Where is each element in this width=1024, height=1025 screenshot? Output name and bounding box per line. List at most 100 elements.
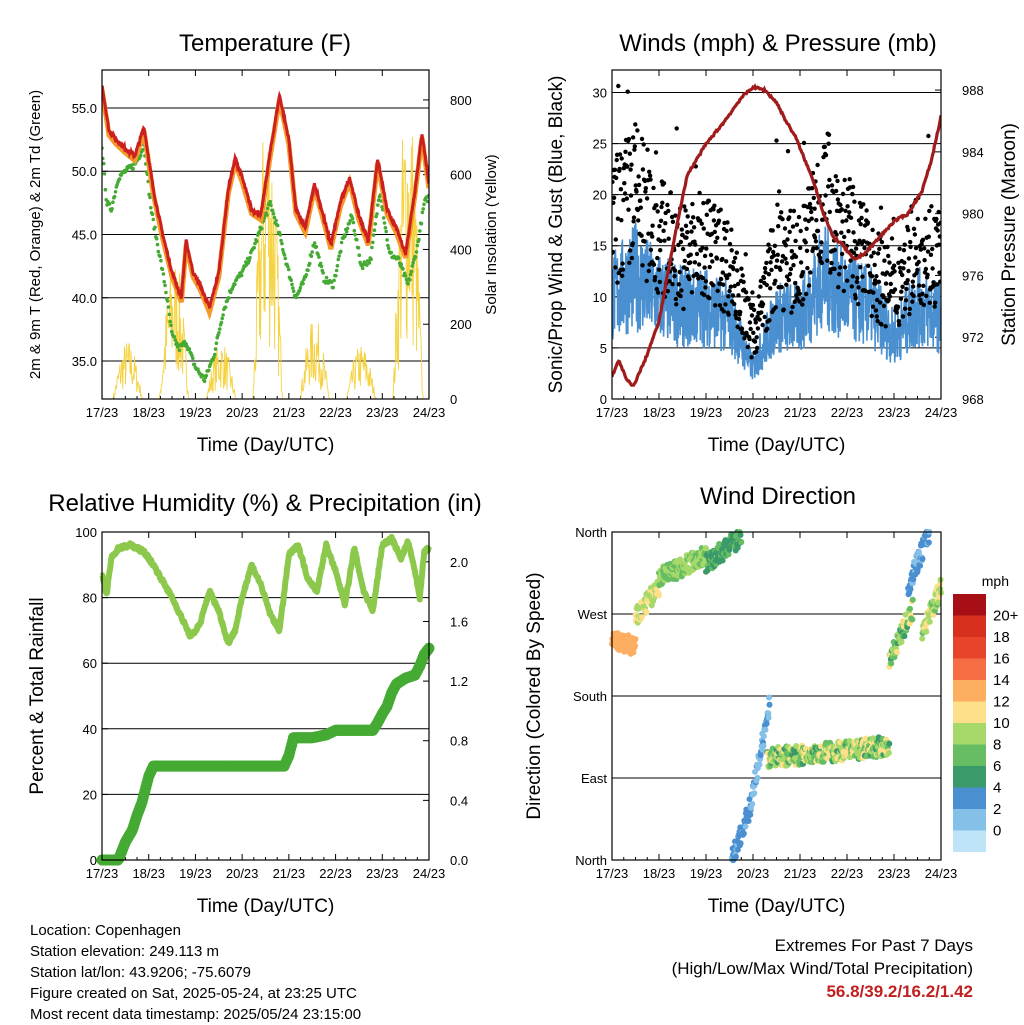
dewpoint-point [413, 255, 418, 259]
gust-point [760, 322, 765, 328]
legend-swatch [953, 680, 986, 702]
gust-point [838, 202, 843, 208]
dewpoint-point [214, 341, 219, 346]
gust-point [912, 232, 918, 237]
dewpoint-point [111, 200, 115, 204]
gust-point [859, 215, 864, 221]
y-tick-label: 25 [593, 137, 607, 152]
gust-point [639, 233, 644, 238]
x-tick-label: 20/23 [737, 405, 770, 420]
gust-point [688, 260, 693, 265]
gust-point [632, 147, 637, 152]
gust-point [636, 182, 642, 188]
gust-point [805, 265, 810, 271]
x-tick-label: 18/23 [643, 405, 676, 420]
gust-point [895, 304, 901, 309]
gust-point [615, 280, 620, 285]
dewpoint-point [283, 256, 288, 261]
dewpoint-point [408, 278, 412, 282]
dewpoint-point [172, 335, 177, 339]
gust-point [641, 142, 646, 147]
dewpoint-point [221, 313, 225, 317]
gust-point [872, 262, 877, 268]
x-tick-label: 17/23 [86, 866, 119, 881]
dewpoint-point [365, 263, 369, 267]
gust-point [936, 242, 941, 247]
direction-point [737, 840, 744, 847]
dewpoint-point [381, 216, 386, 220]
gust-point [903, 298, 909, 303]
gust-point [886, 298, 891, 303]
dewpoint-point [227, 296, 231, 300]
gust-point [921, 302, 926, 307]
created-text: Figure created on Sat, 2025-05-24, at 23… [30, 985, 357, 1002]
dewpoint-point [339, 249, 343, 254]
gust-point [707, 264, 712, 270]
dewpoint-point [357, 253, 362, 257]
x-tick-label: 18/23 [132, 405, 165, 420]
dewpoint-point [350, 216, 355, 221]
gust-point [808, 205, 813, 211]
gust-point [861, 202, 866, 207]
gust-point [825, 258, 830, 263]
gust-point [750, 302, 756, 308]
dewpoint-point [281, 247, 285, 252]
dewpoint-point [389, 250, 394, 255]
gust-point [622, 191, 628, 196]
gust-point [676, 282, 681, 287]
legend-label: 16 [993, 651, 1010, 668]
gust-point [873, 308, 879, 313]
dewpoint-point [169, 323, 173, 328]
gust-point [842, 265, 848, 270]
dewpoint-point [406, 282, 410, 286]
x-tick-label: 21/23 [273, 866, 306, 881]
gust-point [794, 222, 800, 227]
gust-point [925, 249, 931, 254]
gust-point [784, 261, 789, 266]
gust-point [806, 283, 812, 288]
gust-point [773, 278, 778, 283]
gust-point [904, 286, 909, 292]
gust-point [897, 246, 902, 251]
gust-point [627, 260, 632, 265]
gust-point [803, 240, 808, 245]
gust-point [915, 267, 920, 273]
gust-point [651, 262, 657, 267]
gust-point [855, 275, 860, 281]
x-tick-label: 22/23 [831, 866, 864, 881]
y-axis-label: Percent & Total Rainfall [27, 597, 48, 794]
gust-point [612, 167, 618, 172]
dewpoint-point [280, 241, 284, 246]
gust-point [703, 279, 709, 284]
legend-swatch [953, 658, 986, 680]
gust-point [620, 273, 625, 278]
legend-label: 20+ [993, 608, 1019, 625]
gust-point [878, 205, 884, 210]
direction-point [763, 720, 770, 727]
gust-point [926, 133, 931, 139]
direction-point [901, 633, 908, 640]
gust-point [642, 239, 647, 244]
gust-point [798, 245, 803, 251]
y2-tick-label: 0.8 [450, 734, 468, 749]
gust-point [875, 318, 880, 324]
gust-point [714, 256, 720, 261]
gust-point [774, 138, 779, 143]
legend-swatch [953, 615, 986, 637]
gust-point [732, 283, 737, 289]
gust-point [935, 228, 940, 233]
gust-point [726, 294, 731, 299]
gust-point [871, 290, 876, 295]
dewpoint-point [353, 233, 357, 237]
plot-frame [611, 531, 942, 861]
dewpoint-point [309, 254, 314, 258]
plot-frame [101, 531, 430, 861]
gust-point [687, 242, 692, 247]
gust-point [792, 299, 797, 304]
gust-point [669, 214, 675, 220]
gust-point [803, 217, 808, 222]
direction-point [725, 551, 732, 558]
gust-point [788, 266, 794, 272]
gust-point [672, 274, 677, 279]
gust-point [679, 227, 684, 232]
